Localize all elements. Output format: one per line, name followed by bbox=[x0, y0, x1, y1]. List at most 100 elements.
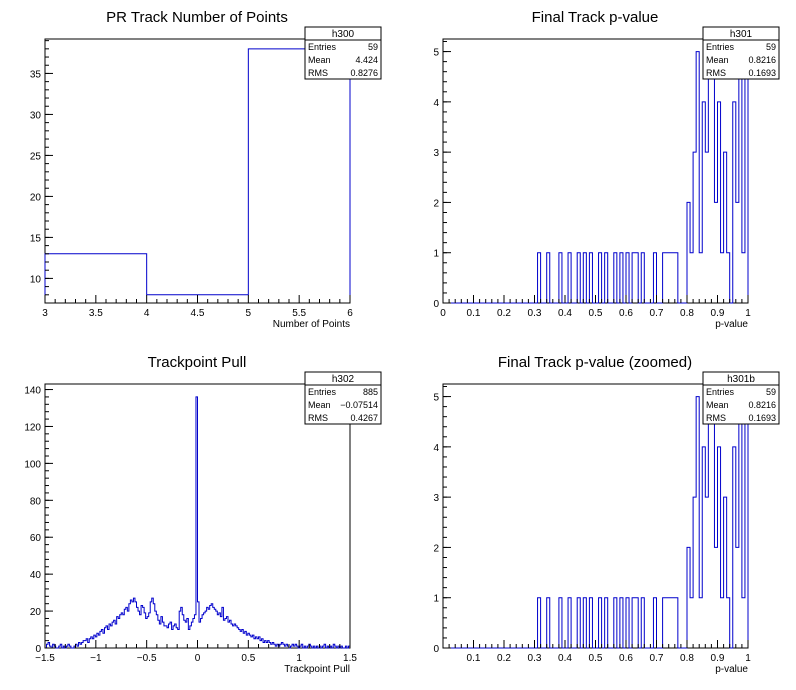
x-tick-label: 0.8 bbox=[680, 308, 694, 319]
x-tick-label: 0.3 bbox=[528, 308, 542, 319]
plot-frame bbox=[44, 38, 351, 304]
y-tick-label: 35 bbox=[30, 69, 42, 80]
stats-rms-value: 0.4267 bbox=[350, 413, 378, 423]
x-tick-label: 3 bbox=[42, 308, 48, 319]
x-tick-label: 5.5 bbox=[292, 308, 306, 319]
histogram-panel-4: Final Track p-value (zoomed) 0.1 0.2 0.3 0.4… bbox=[433, 354, 780, 675]
x-tick-label: 0.3 bbox=[528, 653, 542, 664]
x-tick-label: 0 bbox=[440, 308, 446, 319]
chart-title: Final Track p-value bbox=[532, 9, 659, 26]
x-tick-label: 0.4 bbox=[558, 653, 572, 664]
stats-mean-label: Mean bbox=[308, 55, 331, 65]
x-tick-label: 0.1 bbox=[467, 653, 481, 664]
y-tick-label: 40 bbox=[30, 570, 42, 581]
y-tick-label: 3 bbox=[433, 493, 439, 504]
stats-box-frame bbox=[702, 26, 780, 80]
x-tick-label: 0.6 bbox=[619, 308, 633, 319]
stats-entries-value: 59 bbox=[368, 42, 378, 52]
x-tick-label: 6 bbox=[347, 308, 353, 319]
histogram-line bbox=[45, 396, 351, 649]
stats-box: h302 Entries 885 Mean −0.07514 RMS 0.4267 bbox=[304, 371, 382, 425]
y-tick-label: 4 bbox=[433, 443, 439, 454]
x-axis-label: Trackpoint Pull bbox=[284, 664, 350, 675]
x-tick-label: −1.5 bbox=[35, 653, 55, 664]
stats-entries-label: Entries bbox=[308, 42, 337, 52]
y-tick-label: 2 bbox=[433, 543, 439, 554]
stats-entries-value: 59 bbox=[766, 387, 776, 397]
y-tick-label: 60 bbox=[30, 533, 42, 544]
y-tick-label: 140 bbox=[24, 386, 41, 397]
y-tick-label: 25 bbox=[30, 151, 42, 162]
stats-name: h301b bbox=[727, 374, 755, 385]
histogram-line bbox=[443, 51, 749, 304]
x-tick-label: −0.5 bbox=[137, 653, 157, 664]
x-axis-label: p-value bbox=[715, 319, 748, 330]
stats-box-frame bbox=[304, 371, 382, 425]
stats-entries-label: Entries bbox=[706, 387, 735, 397]
x-tick-label: 0.5 bbox=[241, 653, 255, 664]
x-tick-label: 1.5 bbox=[343, 653, 357, 664]
x-tick-label: 1 bbox=[745, 653, 751, 664]
x-tick-label: 0.2 bbox=[497, 653, 511, 664]
x-tick-label: 0.5 bbox=[589, 653, 603, 664]
stats-mean-value: 0.8216 bbox=[748, 400, 776, 410]
stats-box: h301b Entries 59 Mean 0.8216 RMS 0.1693 bbox=[702, 371, 780, 425]
y-tick-label: 1 bbox=[433, 249, 439, 260]
stats-box-frame bbox=[702, 371, 780, 425]
x-tick-label: 0.9 bbox=[711, 653, 725, 664]
stats-mean-value: −0.07514 bbox=[340, 400, 378, 410]
histogram-line bbox=[443, 396, 749, 649]
histogram-panel-3: Trackpoint Pull −1.5 −1 −0.5 0 0.5 1 1.5 0 20 40 60… bbox=[24, 354, 382, 675]
x-tick-label: 0.7 bbox=[650, 653, 664, 664]
x-tick-label: 4.5 bbox=[191, 308, 205, 319]
chart-title: Final Track p-value (zoomed) bbox=[498, 354, 692, 371]
stats-rms-value: 0.1693 bbox=[748, 413, 776, 423]
stats-entries-value: 59 bbox=[766, 42, 776, 52]
y-tick-label: 3 bbox=[433, 148, 439, 159]
stats-mean-value: 0.8216 bbox=[748, 55, 776, 65]
x-tick-label: 3.5 bbox=[89, 308, 103, 319]
y-tick-label: 30 bbox=[30, 110, 42, 121]
stats-mean-label: Mean bbox=[706, 400, 729, 410]
stats-rms-label: RMS bbox=[706, 68, 726, 78]
chart-title: Trackpoint Pull bbox=[148, 354, 247, 371]
x-axis-label: Number of Points bbox=[273, 319, 350, 330]
y-tick-label: 2 bbox=[433, 198, 439, 209]
y-tick-label: 80 bbox=[30, 496, 42, 507]
stats-mean-value: 4.424 bbox=[355, 55, 378, 65]
x-tick-label: 0.6 bbox=[619, 653, 633, 664]
x-tick-label: 0.2 bbox=[497, 308, 511, 319]
x-tick-label: 0.9 bbox=[711, 308, 725, 319]
x-tick-label: 4 bbox=[144, 308, 150, 319]
y-tick-label: 5 bbox=[433, 393, 439, 404]
x-tick-label: 0.7 bbox=[650, 308, 664, 319]
y-tick-label: 20 bbox=[30, 192, 42, 203]
stats-mean-label: Mean bbox=[308, 400, 331, 410]
stats-rms-value: 0.8276 bbox=[350, 68, 378, 78]
stats-rms-label: RMS bbox=[706, 413, 726, 423]
stats-name: h301 bbox=[730, 29, 753, 40]
stats-entries-label: Entries bbox=[706, 42, 735, 52]
x-tick-label: 5 bbox=[246, 308, 252, 319]
y-tick-label: 120 bbox=[24, 422, 41, 433]
x-tick-label: 0 bbox=[195, 653, 201, 664]
chart-title: PR Track Number of Points bbox=[106, 9, 288, 26]
y-tick-label: 20 bbox=[30, 607, 42, 618]
stats-name: h300 bbox=[332, 29, 355, 40]
y-tick-label: 0 bbox=[433, 299, 439, 310]
x-tick-label: −1 bbox=[90, 653, 102, 664]
x-tick-label: 1 bbox=[745, 308, 751, 319]
stats-rms-value: 0.1693 bbox=[748, 68, 776, 78]
x-tick-label: 1 bbox=[296, 653, 302, 664]
stats-box: h301 Entries 59 Mean 0.8216 RMS 0.1693 bbox=[702, 26, 780, 80]
histogram-panel-1: PR Track Number of Points 3 3.5 4 4.5 5 5.5 6 10… bbox=[30, 9, 382, 330]
x-axis-label: p-value bbox=[715, 664, 748, 675]
y-tick-label: 15 bbox=[30, 233, 42, 244]
stats-entries-value: 885 bbox=[363, 387, 378, 397]
stats-box: h300 Entries 59 Mean 4.424 RMS 0.8276 bbox=[304, 26, 382, 80]
y-tick-label: 10 bbox=[30, 274, 42, 285]
stats-name: h302 bbox=[332, 374, 355, 385]
x-tick-label: 0.1 bbox=[467, 308, 481, 319]
x-tick-label: 0.8 bbox=[680, 653, 694, 664]
